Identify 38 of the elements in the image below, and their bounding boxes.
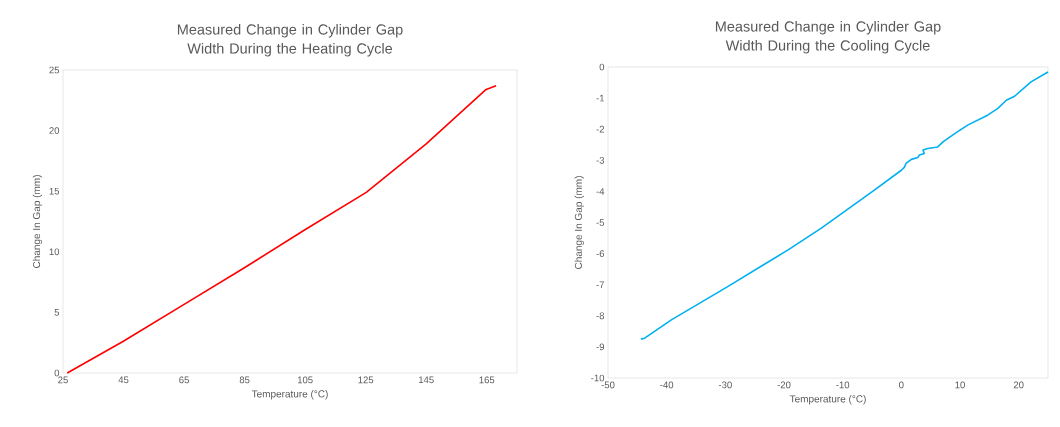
x-tick-label: -20	[777, 381, 791, 389]
y-axis-title: Change In Gap (mm)	[32, 175, 43, 268]
y-tick-label: 20	[49, 127, 60, 134]
x-tick-label: 0	[899, 381, 904, 389]
x-tick-label: 145	[419, 376, 434, 384]
chart-title: Measured Change in Cylinder Gap Width During the Heating Cycle	[177, 23, 403, 57]
x-axis-title: Temperature (°C)	[251, 390, 328, 400]
x-tick-label: 20	[1013, 381, 1024, 389]
y-tick-label: -1	[596, 94, 605, 102]
y-tick-label: -9	[596, 343, 605, 351]
x-tick-label: 125	[358, 376, 374, 384]
y-tick-label: 15	[49, 187, 60, 195]
y-tick-label: 25	[49, 66, 60, 74]
x-tick-label: -40	[660, 381, 674, 389]
x-tick-label: 65	[179, 376, 189, 384]
y-tick-label: -6	[596, 250, 605, 257]
x-tick-label: -30	[718, 381, 732, 389]
y-tick-label: -7	[596, 281, 605, 288]
x-tick-label: 10	[955, 381, 965, 389]
y-tick-label: 0	[54, 369, 60, 377]
x-tick-label: -50	[601, 381, 615, 389]
line-series	[640, 71, 1049, 340]
x-axis-title: Temperature (°C)	[789, 395, 866, 405]
x-tick-label: 165	[479, 376, 495, 384]
y-tick-label: 5	[54, 309, 60, 316]
y-tick-label: -5	[596, 219, 605, 226]
x-tick-label: 45	[118, 376, 129, 384]
x-tick-label: -10	[836, 381, 850, 389]
y-tick-label: -4	[596, 188, 605, 195]
y-tick-label: -2	[596, 125, 605, 133]
y-tick-label: -3	[596, 156, 605, 164]
y-tick-label: -8	[596, 312, 605, 320]
x-tick-label: 105	[297, 376, 313, 384]
y-axis-title: Change In Gap (mm)	[574, 176, 584, 269]
y-tick-label: 10	[49, 248, 60, 256]
y-tick-label: 0	[599, 63, 605, 71]
chart-title: Measured Change in Cylinder Gap Width During the Cooling Cycle	[715, 20, 941, 54]
x-tick-label: 85	[239, 376, 250, 384]
